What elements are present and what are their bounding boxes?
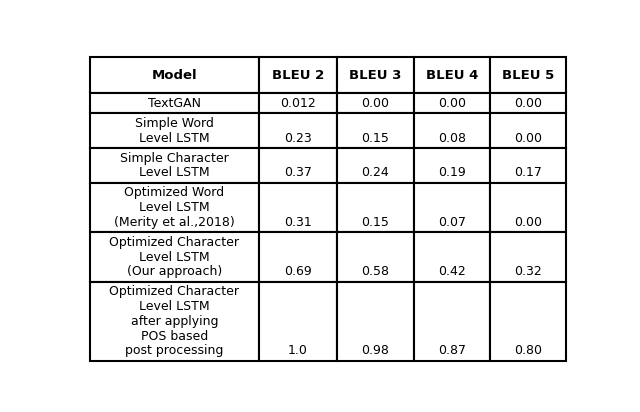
Bar	[90, 282, 259, 361]
Text: TextGAN: TextGAN	[148, 97, 201, 110]
Text: Model: Model	[152, 69, 197, 82]
Text: 0.87: 0.87	[438, 344, 467, 358]
Text: Simple Character: Simple Character	[120, 152, 229, 164]
Text: BLEU 5: BLEU 5	[502, 69, 554, 82]
Text: 0.42: 0.42	[438, 265, 466, 279]
Bar	[337, 93, 414, 113]
Bar	[259, 93, 337, 113]
Bar	[414, 183, 490, 232]
Bar	[337, 232, 414, 282]
Text: BLEU 2: BLEU 2	[271, 69, 324, 82]
Text: Level LSTM: Level LSTM	[139, 201, 210, 214]
Text: 0.32: 0.32	[515, 265, 542, 279]
Bar	[90, 183, 259, 232]
Bar	[490, 232, 566, 282]
Text: 0.00: 0.00	[514, 216, 542, 229]
Bar	[259, 57, 337, 93]
Bar	[259, 232, 337, 282]
Bar	[414, 148, 490, 183]
Text: 0.08: 0.08	[438, 131, 467, 145]
Text: 0.00: 0.00	[514, 131, 542, 145]
Bar	[414, 232, 490, 282]
Bar	[490, 282, 566, 361]
Text: after applying: after applying	[131, 315, 218, 328]
Bar	[337, 113, 414, 148]
Text: 0.19: 0.19	[438, 166, 466, 179]
Bar	[490, 57, 566, 93]
Text: POS based: POS based	[141, 330, 208, 343]
Bar	[414, 113, 490, 148]
Bar	[490, 183, 566, 232]
Text: 0.012: 0.012	[280, 97, 316, 110]
Text: Level LSTM: Level LSTM	[139, 131, 210, 145]
Text: post processing: post processing	[125, 344, 223, 358]
Text: 0.31: 0.31	[284, 216, 312, 229]
Text: 0.24: 0.24	[362, 166, 389, 179]
Bar	[337, 282, 414, 361]
Bar	[259, 113, 337, 148]
Text: Level LSTM: Level LSTM	[139, 300, 210, 313]
Bar	[414, 282, 490, 361]
Bar	[337, 57, 414, 93]
Text: 0.00: 0.00	[514, 97, 542, 110]
Text: 0.23: 0.23	[284, 131, 312, 145]
Bar	[490, 113, 566, 148]
Text: 0.58: 0.58	[362, 265, 389, 279]
Bar	[490, 93, 566, 113]
Text: Simple Word: Simple Word	[135, 117, 214, 130]
Text: BLEU 4: BLEU 4	[426, 69, 479, 82]
Text: Level LSTM: Level LSTM	[139, 250, 210, 264]
Bar	[490, 148, 566, 183]
Bar	[90, 148, 259, 183]
Text: 0.00: 0.00	[438, 97, 467, 110]
Bar	[337, 183, 414, 232]
Text: Optimized Character: Optimized Character	[109, 286, 239, 298]
Text: BLEU 3: BLEU 3	[349, 69, 401, 82]
Bar	[90, 113, 259, 148]
Bar	[90, 93, 259, 113]
Bar	[259, 148, 337, 183]
Text: 1.0: 1.0	[288, 344, 308, 358]
Text: (Merity et al.,2018): (Merity et al.,2018)	[114, 216, 235, 229]
Text: Level LSTM: Level LSTM	[139, 166, 210, 179]
Text: 0.17: 0.17	[515, 166, 542, 179]
Text: Optimized Character: Optimized Character	[109, 236, 239, 249]
Text: 0.07: 0.07	[438, 216, 467, 229]
Bar	[337, 148, 414, 183]
Text: 0.15: 0.15	[362, 216, 389, 229]
Text: 0.37: 0.37	[284, 166, 312, 179]
Bar	[414, 57, 490, 93]
Bar	[90, 57, 259, 93]
Text: 0.00: 0.00	[362, 97, 389, 110]
Bar	[259, 282, 337, 361]
Bar	[259, 183, 337, 232]
Text: Optimized Word: Optimized Word	[124, 186, 225, 199]
Bar	[414, 93, 490, 113]
Text: 0.80: 0.80	[514, 344, 542, 358]
Text: 0.69: 0.69	[284, 265, 312, 279]
Text: 0.98: 0.98	[362, 344, 389, 358]
Bar	[90, 232, 259, 282]
Text: (Our approach): (Our approach)	[127, 265, 222, 279]
Text: 0.15: 0.15	[362, 131, 389, 145]
